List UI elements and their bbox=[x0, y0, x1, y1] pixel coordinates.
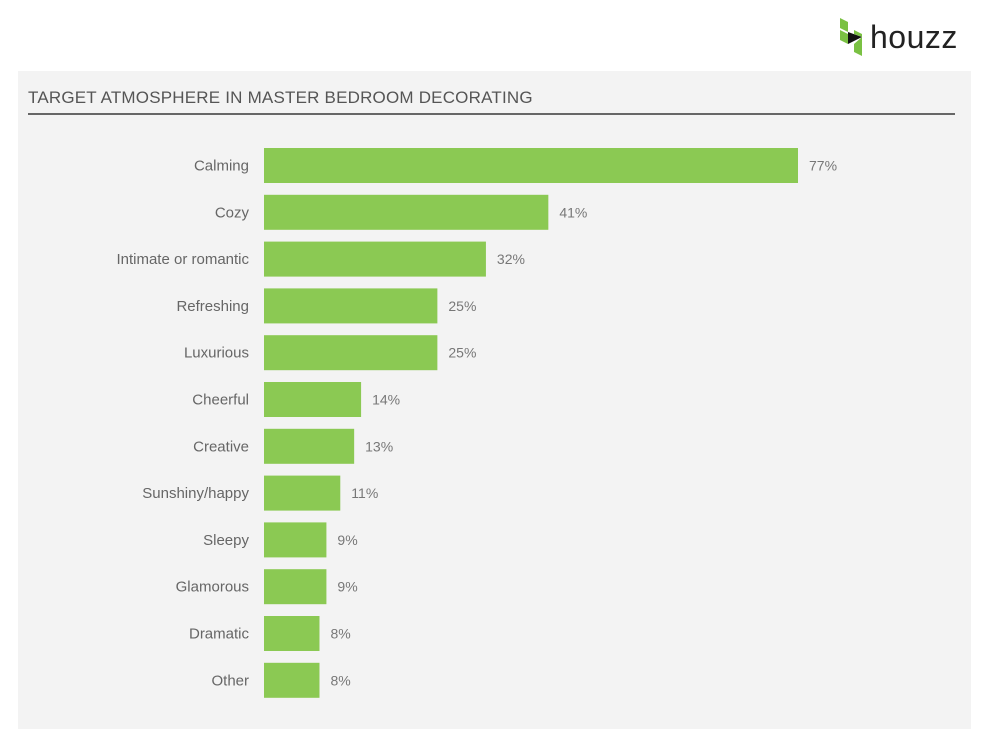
value-label: 77% bbox=[809, 158, 837, 174]
bar bbox=[264, 616, 320, 651]
category-label: Creative bbox=[193, 438, 249, 455]
category-label: Dramatic bbox=[189, 626, 250, 643]
bar bbox=[264, 522, 327, 558]
value-label: 11% bbox=[351, 485, 378, 501]
value-label: 14% bbox=[372, 392, 400, 408]
category-label: Cozy bbox=[215, 204, 250, 221]
houzz-logo: houzz bbox=[840, 18, 958, 56]
category-label: Sleepy bbox=[203, 532, 249, 549]
category-label: Intimate or romantic bbox=[116, 251, 249, 268]
category-label: Refreshing bbox=[176, 298, 249, 315]
category-label: Calming bbox=[194, 158, 249, 175]
value-label: 25% bbox=[448, 298, 476, 314]
category-label: Glamorous bbox=[176, 579, 249, 596]
category-label: Luxurious bbox=[184, 345, 249, 362]
bar bbox=[264, 569, 327, 605]
value-label: 8% bbox=[330, 626, 350, 642]
houzz-logo-icon bbox=[840, 18, 862, 56]
category-label: Cheerful bbox=[192, 392, 249, 409]
bar bbox=[264, 335, 438, 371]
chart-title: TARGET ATMOSPHERE IN MASTER BEDROOM DECO… bbox=[28, 88, 533, 107]
value-label: 9% bbox=[337, 532, 357, 548]
bar bbox=[264, 288, 438, 324]
value-label: 8% bbox=[330, 672, 350, 688]
value-label: 9% bbox=[337, 579, 357, 595]
value-label: 32% bbox=[497, 251, 525, 267]
value-label: 25% bbox=[448, 345, 476, 361]
bar bbox=[264, 428, 355, 464]
bar bbox=[264, 241, 486, 277]
bar-chart: Calming 77% Cozy 41% Intimate or romantic 32%… bbox=[116, 148, 837, 698]
bar bbox=[264, 475, 341, 511]
category-label: Sunshiny/happy bbox=[142, 485, 249, 502]
bar bbox=[264, 148, 798, 183]
bar bbox=[264, 194, 549, 230]
chart-panel: TARGET ATMOSPHERE IN MASTER BEDROOM DECO… bbox=[18, 71, 971, 729]
value-label: 41% bbox=[559, 204, 587, 220]
title-divider bbox=[28, 113, 955, 115]
bar bbox=[264, 662, 320, 698]
category-label: Other bbox=[211, 672, 249, 689]
houzz-wordmark: houzz bbox=[870, 19, 958, 55]
value-label: 13% bbox=[365, 438, 393, 454]
bar bbox=[264, 382, 362, 417]
